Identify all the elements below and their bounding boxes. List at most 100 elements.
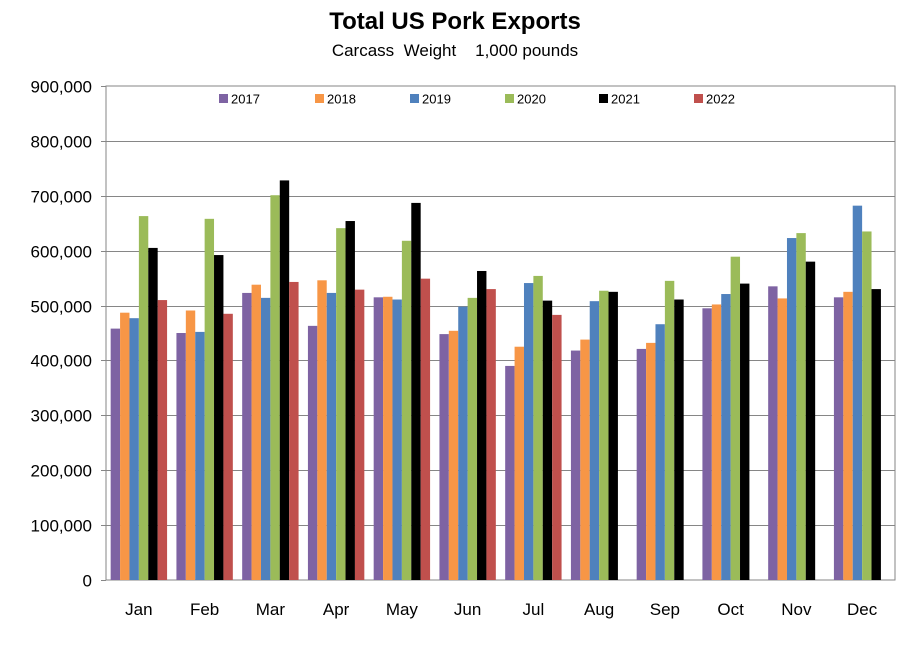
bar-2021-jul [542,300,553,580]
bar-2020-jun [467,297,478,580]
bar-2019-jul [523,283,534,580]
plot-area [105,85,896,581]
x-tick-label: Oct [717,600,744,619]
y-tick-label: 900,000 [31,78,92,97]
bar-2020-jul [533,275,543,580]
x-tick-label: Jul [523,600,545,619]
bar-2019-aug [589,301,600,580]
legend-label-2019: 2019 [422,92,451,107]
bar-2017-oct [702,308,712,580]
bar-2021-apr [345,221,355,580]
bar-2022-apr [354,289,365,580]
bar-2021-may [411,202,421,580]
bar-2021-nov [805,261,816,580]
bar-2017-mar [242,292,252,580]
bar-2021-jun [477,270,487,580]
chart-title: Total US Pork Exports [329,8,581,35]
bar-2019-oct [721,294,731,580]
bar-2018-may [383,296,393,580]
bar-2017-sep [636,348,647,580]
bar-2018-sep [646,342,656,580]
bar-2021-sep [674,299,684,580]
bar-2022-feb [223,313,233,580]
bar-2019-nov [786,238,797,581]
x-tick-label: Sep [650,600,680,619]
bar-2018-nov [777,298,787,580]
bar-2020-dec [862,231,872,580]
bar-2021-feb [214,255,224,580]
x-tick-label: Aug [584,600,614,619]
bar-2020-nov [796,233,806,580]
y-tick-label: 300,000 [31,407,92,426]
bar-2018-jun [448,330,459,580]
bar-2018-mar [251,284,261,580]
x-tick-label: Mar [256,600,286,619]
legend-label-2022: 2022 [706,92,735,107]
bar-2022-jul [552,314,562,580]
bar-2018-dec [843,291,853,580]
legend-swatch-2019 [410,94,419,103]
legend-swatch-2017 [219,94,228,103]
bar-2019-feb [195,331,205,580]
bar-2020-aug [599,290,609,580]
bar-2017-jan [110,328,121,580]
legend-swatch-2022 [694,94,703,103]
bar-2018-jan [120,312,130,580]
bar-2017-dec [833,297,844,580]
bar-2019-jan [129,318,139,580]
bar-2017-apr [307,325,318,580]
legend-swatch-2020 [505,94,514,103]
bar-2022-mar [289,281,299,580]
bar-2021-oct [740,283,750,580]
bar-2021-dec [871,289,881,580]
bar-2019-dec [852,205,863,580]
x-tick-label: May [386,600,419,619]
bar-2020-mar [270,195,280,581]
bar-2017-feb [176,333,186,580]
y-tick-label: 700,000 [31,188,92,207]
bar-2017-may [373,297,384,580]
y-tick-label: 100,000 [31,517,92,536]
x-tick-label: Apr [323,600,350,619]
bar-2020-oct [730,256,741,580]
bar-2021-aug [608,291,618,580]
bar-2018-aug [580,339,590,580]
bar-2017-aug [570,350,581,580]
legend-swatch-2021 [599,94,608,103]
y-tick-label: 400,000 [31,352,92,371]
bar-2019-jun [458,306,468,580]
bar-2017-nov [768,286,778,580]
bar-2018-apr [317,280,327,580]
bar-2018-jul [514,346,524,580]
chart-subtitle: Carcass Weight 1,000 pounds [331,41,579,60]
x-tick-label: Dec [847,600,878,619]
bar-2022-may [420,278,431,580]
bar-2020-may [401,240,412,581]
bar-2022-jun [486,289,496,580]
legend-label-2017: 2017 [231,92,260,107]
x-tick-label: Jan [125,600,152,619]
legend-label-2020: 2020 [517,92,546,107]
legend-label-2021: 2021 [611,92,640,107]
bar-2017-jul [505,365,515,580]
bar-2020-apr [336,228,346,580]
bar-2020-jan [138,216,149,580]
x-tick-label: Nov [781,600,812,619]
bar-2019-may [392,299,402,580]
y-tick-label: 0 [83,572,92,591]
bar-2020-feb [204,218,215,580]
legend-swatch-2018 [315,94,324,103]
bar-2019-apr [326,292,337,580]
bar-2017-jun [439,334,449,580]
y-tick-label: 600,000 [31,243,92,262]
legend-label-2018: 2018 [327,92,356,107]
bar-2018-oct [711,304,722,580]
x-tick-label: Jun [454,600,481,619]
bar-2018-feb [185,310,196,580]
bar-2022-jan [157,300,168,580]
bar-2019-sep [655,324,665,580]
y-tick-label: 200,000 [31,462,92,481]
y-tick-label: 800,000 [31,133,92,152]
